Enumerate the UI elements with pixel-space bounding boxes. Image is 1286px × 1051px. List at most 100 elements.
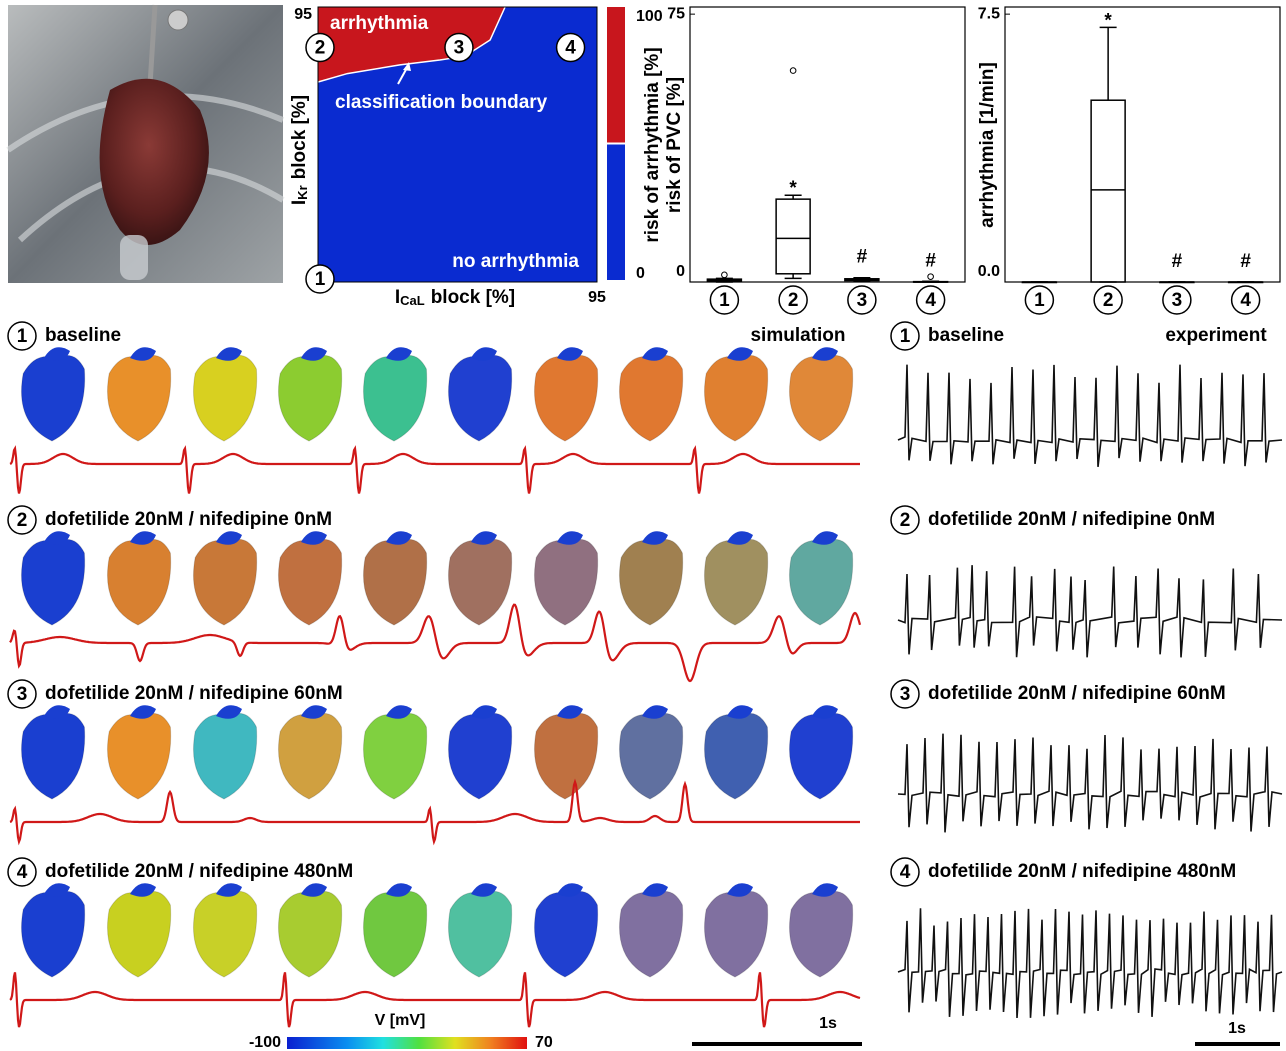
map-point-label-circle — [444, 32, 474, 63]
voltage-tick-label: -100 — [249, 1034, 281, 1051]
heart-snapshot — [362, 891, 428, 978]
row-number-circle — [890, 505, 920, 535]
colorbar-tick-label: 0 — [636, 265, 645, 282]
heart-snapshot — [20, 891, 86, 978]
row-number-circle — [7, 857, 37, 887]
heart-snapshot — [106, 355, 172, 442]
heart-snapshot — [192, 713, 258, 800]
voltage-label: V [mV] — [375, 1012, 426, 1029]
row-label: dofetilide 20nM / nifedipine 480nM — [45, 861, 353, 882]
outlier — [721, 271, 728, 279]
y-axis-label: risk of PVC [%] — [664, 77, 685, 213]
x-tick-label: 3 — [1172, 290, 1183, 311]
box — [1090, 99, 1126, 283]
heart-snapshot — [277, 891, 343, 978]
heart-atrium — [216, 883, 242, 897]
heart-atrium — [386, 347, 412, 361]
heart-atrium — [471, 883, 497, 897]
heart-atrium — [216, 705, 242, 719]
heart-snapshot — [447, 539, 513, 626]
map-point-label-circle — [305, 32, 335, 63]
significance-marker: # — [857, 247, 868, 268]
row-number-circle — [890, 679, 920, 709]
map-point-label: 2 — [315, 38, 326, 59]
heart-snapshot — [192, 539, 258, 626]
row-number: 3 — [900, 684, 911, 705]
heart-snapshot — [703, 539, 769, 626]
significance-marker: # — [925, 250, 936, 271]
row-number: 2 — [17, 510, 28, 531]
row-label: baseline — [928, 325, 1004, 346]
heart-atrium — [557, 705, 583, 719]
row-number: 1 — [900, 326, 911, 347]
heart-snapshot — [618, 891, 684, 978]
colorbar-high — [607, 7, 625, 144]
heart-atrium — [727, 347, 753, 361]
heart-atrium — [557, 347, 583, 361]
heart-atrium — [812, 347, 838, 361]
heart-snapshot — [106, 891, 172, 978]
ecg-trace — [9, 778, 860, 846]
photo-needle — [147, 4, 158, 86]
colorbar-label: risk of arrhythmia [%] — [642, 47, 663, 242]
scale-bar-label: 1s — [819, 1015, 837, 1032]
axis-label: ICaL block [%] — [395, 287, 515, 308]
heart-atrium — [642, 883, 668, 897]
row-number: 4 — [17, 862, 28, 883]
heart-atrium — [471, 347, 497, 361]
row-number-circle — [890, 857, 920, 887]
photo-knob — [167, 9, 189, 31]
heart-snapshot — [447, 891, 513, 978]
outlier — [789, 67, 797, 74]
heart-snapshot — [277, 539, 343, 626]
map-point-label: 1 — [315, 269, 326, 290]
heart-snapshot — [192, 355, 258, 442]
y-tick-label: 75 — [667, 5, 685, 22]
heart-atrium — [130, 531, 156, 545]
map-point-label: 3 — [454, 38, 465, 59]
outlier — [927, 273, 934, 280]
map-point-label: 4 — [565, 38, 576, 59]
x-tick-label-circle — [1093, 285, 1123, 315]
heart-snapshot — [618, 355, 684, 442]
colorbar-tick-label: 100 — [636, 8, 663, 25]
y-tick-label: 0.0 — [978, 263, 1000, 280]
map-frame — [317, 6, 598, 283]
x-tick-label: 4 — [925, 290, 936, 311]
heart-atrium — [301, 883, 327, 897]
x-tick-label-circle — [1162, 285, 1192, 315]
plot-frame — [1004, 6, 1281, 283]
row-label: dofetilide 20nM / nifedipine 0nM — [45, 509, 332, 530]
row-label: dofetilide 20nM / nifedipine 60nM — [928, 683, 1226, 704]
map-point-label-circle — [555, 32, 586, 63]
ecg-recording — [897, 733, 1283, 833]
x-tick-label: 1 — [1034, 290, 1045, 311]
row-number-circle — [890, 321, 920, 351]
heart-snapshot — [447, 355, 513, 442]
row-number-circle — [7, 679, 37, 709]
x-tick-label: 3 — [857, 290, 868, 311]
heart-atrium — [471, 531, 497, 545]
heart-atrium — [130, 705, 156, 719]
heart-atrium — [44, 347, 70, 361]
row-label: dofetilide 20nM / nifedipine 480nM — [928, 861, 1236, 882]
heart-snapshot — [533, 891, 599, 978]
heart-atrium — [642, 347, 668, 361]
heart-snapshot — [106, 713, 172, 800]
row-label: baseline — [45, 325, 121, 346]
row-number: 1 — [17, 326, 28, 347]
heart-snapshot — [20, 713, 86, 800]
heart-snapshot — [277, 713, 343, 800]
row-number: 3 — [17, 684, 28, 705]
heart-atrium — [130, 883, 156, 897]
annotation: classification boundary — [335, 92, 548, 113]
axis-subscript: Kr — [295, 185, 310, 199]
heart-snapshot — [788, 713, 854, 800]
scale-bar-label: 1s — [1228, 1020, 1246, 1037]
heart-atrium — [642, 531, 668, 545]
heart-snapshot — [192, 891, 258, 978]
y-tick-label: 95 — [294, 6, 312, 23]
voltage-colorbar — [287, 1037, 527, 1049]
